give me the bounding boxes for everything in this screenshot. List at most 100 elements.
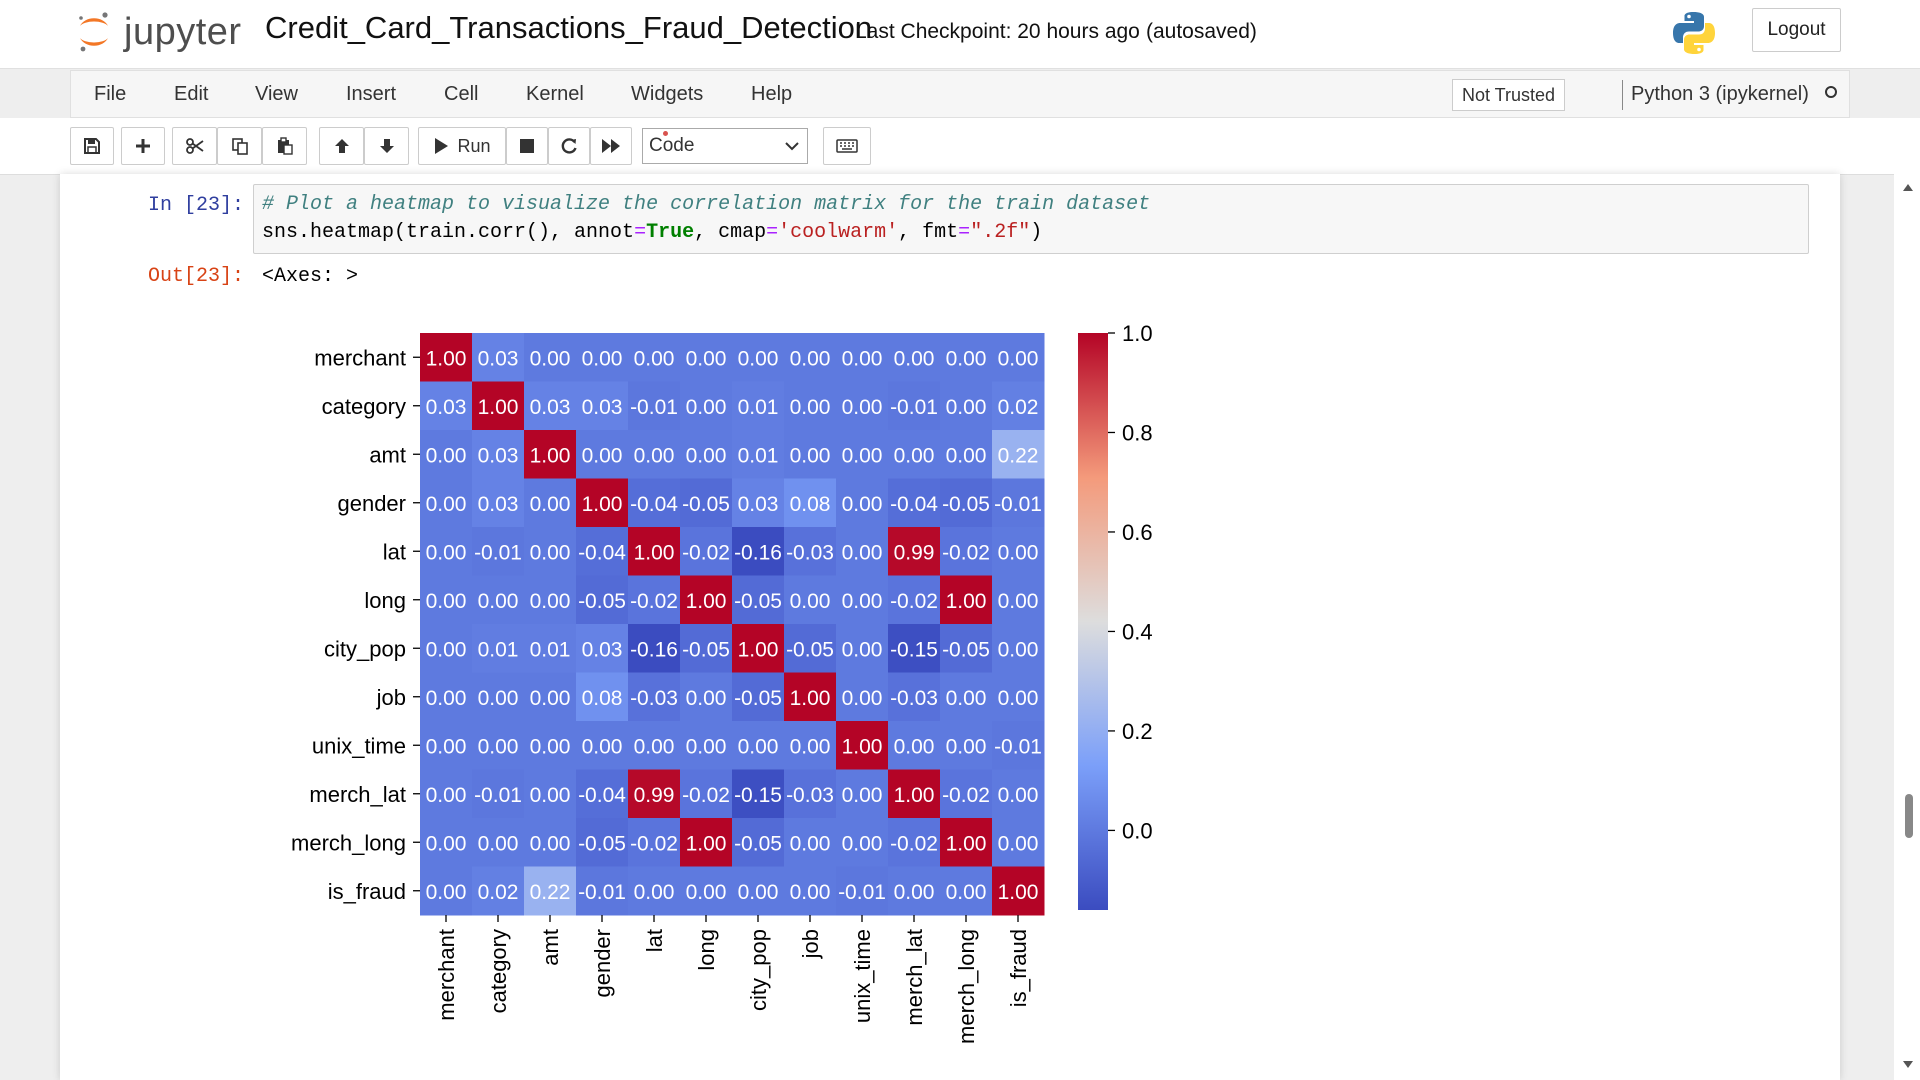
menu-help[interactable]: Help xyxy=(751,83,793,105)
save-button[interactable] xyxy=(70,127,114,165)
heatmap-cell-value: 0.00 xyxy=(738,347,779,370)
heatmap-cell-value: 0.00 xyxy=(426,493,467,516)
x-tick-label: merch_long xyxy=(954,929,979,1044)
heatmap-cell-value: 1.00 xyxy=(946,590,987,613)
menu-view[interactable]: View xyxy=(255,83,298,105)
heatmap-cell xyxy=(732,866,785,916)
heatmap-cell xyxy=(732,624,785,673)
run-button[interactable]: Run xyxy=(418,127,506,165)
heatmap-cell-value: 0.00 xyxy=(634,735,675,758)
command-palette-button[interactable] xyxy=(823,127,871,165)
heatmap-cell xyxy=(628,575,681,625)
heatmap-cell-value: 0.00 xyxy=(686,881,727,904)
heatmap-cell xyxy=(524,624,577,673)
heatmap-cell xyxy=(992,769,1045,819)
code-cell-input[interactable]: # Plot a heatmap to visualize the correl… xyxy=(253,184,1809,254)
heatmap-cell xyxy=(472,333,525,382)
heatmap-cell xyxy=(472,624,525,673)
x-tick-label: merch_lat xyxy=(902,929,927,1026)
heatmap-cell xyxy=(472,478,525,528)
x-tick-label: job xyxy=(798,929,823,959)
y-tick-label: category xyxy=(322,394,406,419)
heatmap-cell-value: -0.05 xyxy=(734,590,782,613)
heatmap-cell xyxy=(992,430,1045,479)
heatmap-cell xyxy=(680,575,733,625)
heatmap-cell-value: 0.03 xyxy=(478,444,519,467)
heatmap-cell xyxy=(524,721,577,770)
plus-icon xyxy=(136,139,150,153)
heatmap-cell-value: -0.01 xyxy=(474,784,522,807)
y-tick-label: long xyxy=(364,588,406,613)
heatmap-cell-value: 0.00 xyxy=(738,881,779,904)
heatmap-cell-value: -0.05 xyxy=(942,493,990,516)
heatmap-cell xyxy=(628,381,681,431)
paste-button[interactable] xyxy=(262,127,307,165)
insert-cell-button[interactable] xyxy=(121,127,165,165)
heatmap-cell-value: 0.00 xyxy=(894,444,935,467)
heatmap-cell-value: 0.00 xyxy=(998,638,1039,661)
code-text: , fmt xyxy=(898,221,959,244)
x-tick-label: lat xyxy=(642,929,667,952)
heatmap-cell xyxy=(680,381,733,431)
menu-file[interactable]: File xyxy=(94,83,127,105)
move-down-button[interactable] xyxy=(364,127,409,165)
heatmap-cell-value: 1.00 xyxy=(582,493,623,516)
logout-button[interactable]: Logout xyxy=(1752,8,1841,52)
heatmap-cell-value: 0.00 xyxy=(478,735,519,758)
heatmap-cell xyxy=(836,527,889,576)
jupyter-logo[interactable]: jupyter xyxy=(74,8,242,56)
heatmap-cell xyxy=(992,575,1045,625)
heatmap-cell-value: -0.02 xyxy=(890,590,938,613)
scroll-down-arrow-icon[interactable] xyxy=(1902,1060,1914,1070)
menu-widgets[interactable]: Widgets xyxy=(631,83,704,105)
vertical-scrollbar[interactable] xyxy=(1894,174,1920,1080)
heatmap-cell xyxy=(784,866,837,916)
heatmap-cell-value: 0.00 xyxy=(998,541,1039,564)
code-string: 'coolwarm' xyxy=(778,221,899,244)
restart-button[interactable] xyxy=(548,127,590,165)
heatmap-cell xyxy=(732,769,785,819)
interrupt-button[interactable] xyxy=(506,127,548,165)
trust-indicator[interactable]: Not Trusted xyxy=(1452,79,1566,111)
menu-insert[interactable]: Insert xyxy=(346,83,397,105)
heatmap-cell xyxy=(680,430,733,479)
menu-edit[interactable]: Edit xyxy=(174,83,209,105)
menu-cell[interactable]: Cell xyxy=(444,83,479,105)
cell-type-select[interactable]: Code xyxy=(642,128,808,164)
heatmap-cell xyxy=(836,478,889,528)
heatmap-cell-value: 0.03 xyxy=(582,396,623,419)
heatmap-cell xyxy=(784,624,837,673)
notebook-name[interactable]: Credit_Card_Transactions_Fraud_Detection xyxy=(265,10,873,45)
heatmap-cell-value: 1.00 xyxy=(634,541,675,564)
kernel-name[interactable]: Python 3 (ipykernel) xyxy=(1631,83,1809,105)
heatmap-x-labels: merchant category amt gender lat long city_pop… xyxy=(434,915,1031,1044)
menu-kernel[interactable]: Kernel xyxy=(526,83,584,105)
heatmap-cell xyxy=(732,333,785,382)
cut-button[interactable] xyxy=(172,127,217,165)
heatmap-cell-value: 0.00 xyxy=(790,590,831,613)
scrollbar-thumb[interactable] xyxy=(1905,794,1913,838)
heatmap-cell xyxy=(576,575,629,625)
x-tick-label: is_fraud xyxy=(1006,929,1031,1007)
heatmap-cell-value: -0.03 xyxy=(630,687,678,710)
heatmap-cell xyxy=(576,866,629,916)
heatmap-cell xyxy=(992,721,1045,770)
y-tick-label: merch_long xyxy=(291,830,406,855)
code-text: ) xyxy=(1030,221,1043,244)
restart-run-all-button[interactable] xyxy=(590,127,632,165)
heatmap-cell xyxy=(576,527,629,576)
heatmap-cell-value: -0.02 xyxy=(682,541,730,564)
heatmap-cell-value: -0.05 xyxy=(786,638,834,661)
heatmap-cell-value: 0.00 xyxy=(790,396,831,419)
copy-button[interactable] xyxy=(217,127,262,165)
colorbar-tick-label: 0.8 xyxy=(1122,420,1153,445)
heatmap-cell xyxy=(680,672,733,722)
move-up-button[interactable] xyxy=(319,127,364,165)
heatmap-cell xyxy=(420,333,473,382)
heatmap-cell-value: 0.00 xyxy=(790,735,831,758)
heatmap-cell-value: -0.01 xyxy=(890,396,938,419)
heatmap-cell-value: -0.02 xyxy=(942,784,990,807)
scroll-up-arrow-icon[interactable] xyxy=(1902,182,1914,192)
heatmap-cell xyxy=(836,381,889,431)
kernel-separator xyxy=(1622,80,1623,110)
